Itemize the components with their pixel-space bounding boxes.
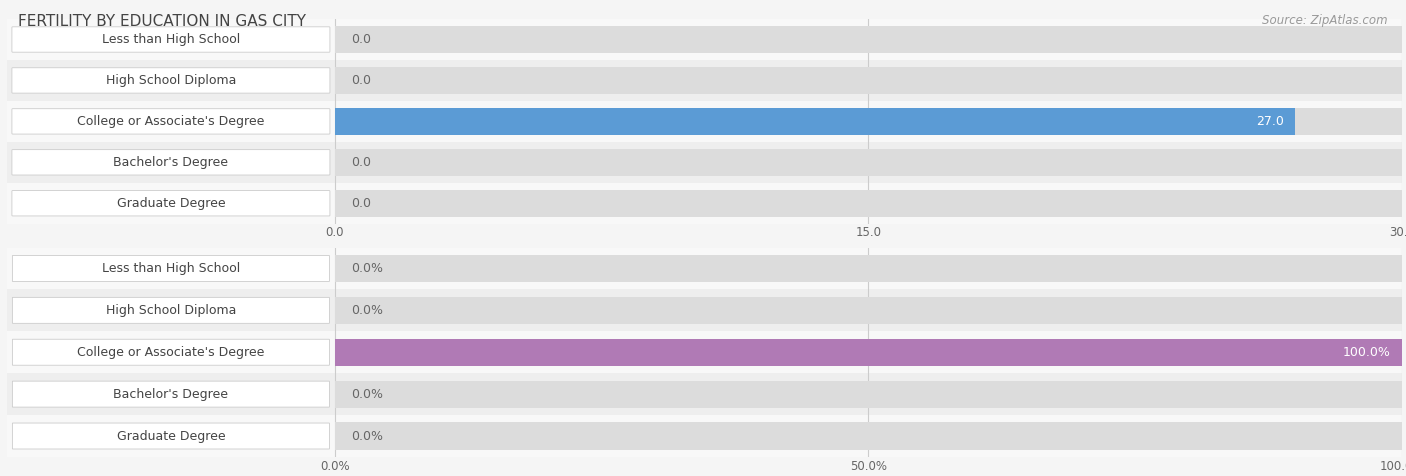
Text: Less than High School: Less than High School — [101, 33, 240, 46]
Text: 0.0: 0.0 — [352, 197, 371, 210]
FancyBboxPatch shape — [11, 109, 330, 134]
Bar — [335, 255, 1402, 282]
Text: Graduate Degree: Graduate Degree — [117, 197, 225, 210]
Text: 0.0: 0.0 — [352, 33, 371, 46]
Text: 0.0%: 0.0% — [352, 387, 384, 401]
Text: College or Associate's Degree: College or Associate's Degree — [77, 346, 264, 359]
Text: 0.0: 0.0 — [352, 74, 371, 87]
Bar — [7, 289, 1402, 331]
Text: Source: ZipAtlas.com: Source: ZipAtlas.com — [1263, 14, 1388, 27]
Bar — [335, 297, 1402, 324]
FancyBboxPatch shape — [13, 339, 329, 365]
Text: Bachelor's Degree: Bachelor's Degree — [114, 387, 228, 401]
Text: High School Diploma: High School Diploma — [105, 304, 236, 317]
Bar — [335, 190, 1402, 217]
Text: 0.0%: 0.0% — [352, 304, 384, 317]
Bar — [335, 338, 1402, 366]
Bar — [7, 331, 1402, 373]
Bar — [335, 380, 1402, 408]
Bar — [7, 415, 1402, 457]
Bar — [7, 183, 1402, 224]
Text: 0.0: 0.0 — [352, 156, 371, 169]
FancyBboxPatch shape — [11, 68, 330, 93]
Text: Bachelor's Degree: Bachelor's Degree — [114, 156, 228, 169]
Text: 27.0: 27.0 — [1256, 115, 1284, 128]
Bar — [335, 108, 1402, 135]
Bar — [7, 101, 1402, 142]
Text: Less than High School: Less than High School — [101, 262, 240, 275]
Bar — [7, 248, 1402, 289]
Bar — [335, 26, 1402, 53]
Bar — [335, 67, 1402, 94]
Text: High School Diploma: High School Diploma — [105, 74, 236, 87]
Bar — [7, 60, 1402, 101]
Bar — [7, 373, 1402, 415]
Text: 0.0%: 0.0% — [352, 429, 384, 443]
Bar — [335, 338, 1402, 366]
Bar — [335, 149, 1402, 176]
FancyBboxPatch shape — [13, 381, 329, 407]
FancyBboxPatch shape — [13, 256, 329, 281]
Text: Graduate Degree: Graduate Degree — [117, 429, 225, 443]
FancyBboxPatch shape — [11, 190, 330, 216]
Bar — [335, 108, 1295, 135]
FancyBboxPatch shape — [11, 149, 330, 175]
Bar — [7, 142, 1402, 183]
FancyBboxPatch shape — [13, 423, 329, 449]
FancyBboxPatch shape — [11, 27, 330, 52]
FancyBboxPatch shape — [13, 298, 329, 323]
Text: FERTILITY BY EDUCATION IN GAS CITY: FERTILITY BY EDUCATION IN GAS CITY — [18, 14, 307, 30]
Text: 0.0%: 0.0% — [352, 262, 384, 275]
Text: 100.0%: 100.0% — [1343, 346, 1391, 359]
Text: College or Associate's Degree: College or Associate's Degree — [77, 115, 264, 128]
Bar — [7, 19, 1402, 60]
Bar — [335, 422, 1402, 450]
